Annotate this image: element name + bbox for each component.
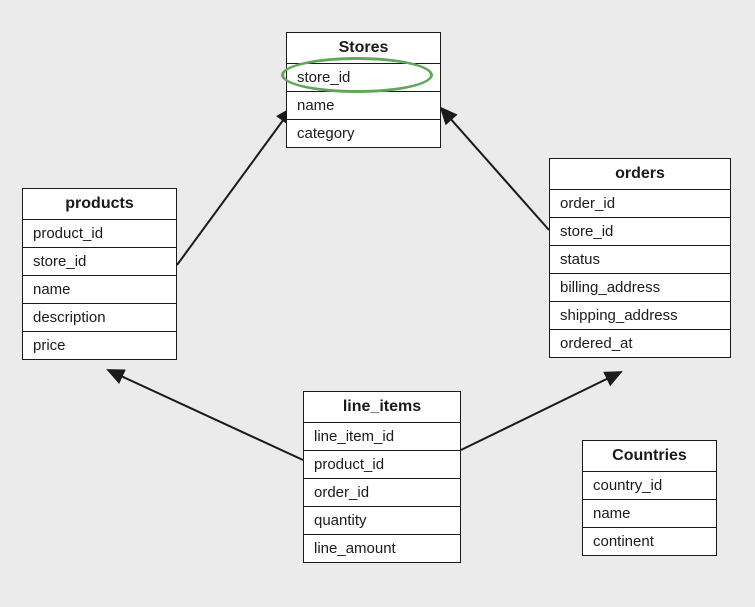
field-products-price: price: [23, 332, 176, 359]
field-lineitems-product_id: product_id: [304, 451, 460, 479]
edge-lineitems-orders: [461, 372, 621, 450]
field-lineitems-quantity: quantity: [304, 507, 460, 535]
field-orders-shipping_address: shipping_address: [550, 302, 730, 330]
field-orders-status: status: [550, 246, 730, 274]
field-stores-store_id: store_id: [287, 64, 440, 92]
table-header-products: products: [23, 189, 176, 220]
er-diagram: Stores store_id name category products p…: [0, 0, 755, 607]
table-header-stores: Stores: [287, 33, 440, 64]
edge-lineitems-products: [108, 370, 303, 460]
table-stores: Stores store_id name category: [286, 32, 441, 148]
field-lineitems-order_id: order_id: [304, 479, 460, 507]
field-orders-ordered_at: ordered_at: [550, 330, 730, 357]
field-countries-continent: continent: [583, 528, 716, 555]
table-orders: orders order_id store_id status billing_…: [549, 158, 731, 358]
table-header-countries: Countries: [583, 441, 716, 472]
table-header-orders: orders: [550, 159, 730, 190]
table-products: products product_id store_id name descri…: [22, 188, 177, 360]
edge-orders-stores: [441, 108, 549, 230]
table-line-items: line_items line_item_id product_id order…: [303, 391, 461, 563]
field-lineitems-line_amount: line_amount: [304, 535, 460, 562]
field-products-store_id: store_id: [23, 248, 176, 276]
field-orders-order_id: order_id: [550, 190, 730, 218]
table-header-line-items: line_items: [304, 392, 460, 423]
table-countries: Countries country_id name continent: [582, 440, 717, 556]
field-orders-store_id: store_id: [550, 218, 730, 246]
field-products-description: description: [23, 304, 176, 332]
field-stores-category: category: [287, 120, 440, 147]
field-products-product_id: product_id: [23, 220, 176, 248]
field-stores-name: name: [287, 92, 440, 120]
field-countries-country_id: country_id: [583, 472, 716, 500]
field-orders-billing_address: billing_address: [550, 274, 730, 302]
edge-products-stores: [177, 108, 292, 265]
field-countries-name: name: [583, 500, 716, 528]
field-lineitems-line_item_id: line_item_id: [304, 423, 460, 451]
field-products-name: name: [23, 276, 176, 304]
